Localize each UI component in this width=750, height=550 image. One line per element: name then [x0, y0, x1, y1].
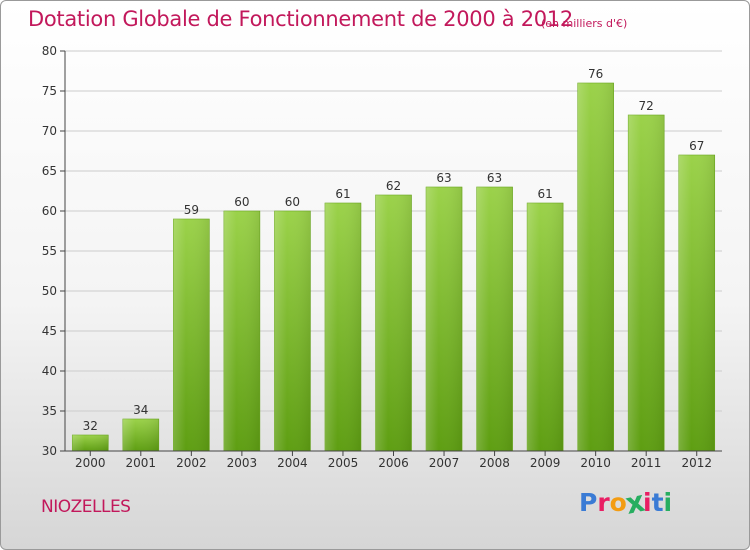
logo-letter: i [663, 488, 673, 517]
bar-shine-2004 [274, 211, 311, 451]
y-tick-label: 50 [42, 284, 57, 298]
x-tick-label-2009: 2009 [530, 456, 561, 470]
bar-shine-2002 [173, 219, 210, 451]
x-tick-label-2011: 2011 [631, 456, 662, 470]
commune-name: NIOZELLES [41, 497, 131, 517]
bar-shine-2007 [426, 187, 463, 451]
y-tick-label: 70 [42, 124, 57, 138]
chart-title: Dotation Globale de Fonctionnement de 20… [28, 7, 573, 31]
chart-unit-note: (en milliers d'€) [541, 17, 628, 30]
x-tick-label-2008: 2008 [479, 456, 510, 470]
logo-letter: o [609, 488, 627, 517]
x-tick-label-2002: 2002 [176, 456, 207, 470]
bar-shine-2000 [72, 435, 109, 451]
y-tick-label: 65 [42, 164, 57, 178]
x-tick-label-2004: 2004 [277, 456, 308, 470]
value-label-2006: 62 [386, 179, 401, 193]
proxiti-logo[interactable]: Proxiti [579, 484, 673, 520]
logo-letter: r [597, 488, 610, 517]
y-tick-label: 35 [42, 404, 57, 418]
bar-shine-2003 [223, 211, 260, 451]
bar-shine-2009 [527, 203, 564, 451]
y-tick-label: 75 [42, 84, 57, 98]
logo-letter: P [579, 488, 598, 517]
value-label-2001: 34 [133, 403, 148, 417]
bar-shine-2001 [122, 419, 159, 451]
bar-shine-2010 [577, 83, 614, 451]
logo-letter: t [651, 488, 664, 517]
value-label-2005: 61 [335, 187, 350, 201]
bar-shine-2012 [678, 155, 715, 451]
value-label-2011: 72 [639, 99, 654, 113]
bar-shine-2008 [476, 187, 513, 451]
value-label-2000: 32 [83, 419, 98, 433]
y-tick-label: 45 [42, 324, 57, 338]
x-tick-label-2000: 2000 [75, 456, 106, 470]
value-label-2010: 76 [588, 67, 603, 81]
x-tick-label-2001: 2001 [126, 456, 157, 470]
x-tick-label-2012: 2012 [681, 456, 712, 470]
y-tick-label: 40 [42, 364, 57, 378]
x-tick-label-2006: 2006 [378, 456, 409, 470]
y-tick-label: 30 [42, 444, 57, 458]
y-tick-label: 55 [42, 244, 57, 258]
x-tick-label-2005: 2005 [328, 456, 359, 470]
value-label-2004: 60 [285, 195, 300, 209]
bar-shine-2006 [375, 195, 412, 451]
bar-shine-2011 [628, 115, 665, 451]
y-tick-label: 80 [42, 44, 57, 58]
value-label-2012: 67 [689, 139, 704, 153]
x-tick-label-2003: 2003 [227, 456, 258, 470]
value-label-2007: 63 [436, 171, 451, 185]
y-tick-label: 60 [42, 204, 57, 218]
x-tick-label-2007: 2007 [429, 456, 460, 470]
value-label-2009: 61 [537, 187, 552, 201]
bar-shine-2005 [324, 203, 361, 451]
value-label-2008: 63 [487, 171, 502, 185]
logo-letter: i [643, 488, 652, 517]
value-label-2003: 60 [234, 195, 249, 209]
x-tick-label-2010: 2010 [580, 456, 611, 470]
value-label-2002: 59 [184, 203, 199, 217]
